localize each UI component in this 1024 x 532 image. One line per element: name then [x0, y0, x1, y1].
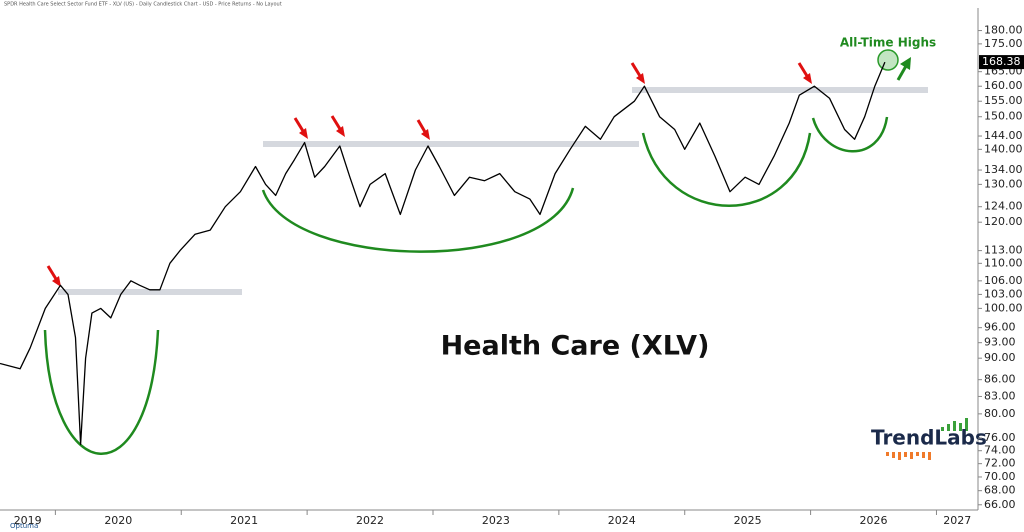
y-tick-label: 106.00 [984, 274, 1023, 287]
cup-curve [43, 329, 160, 455]
cup-curve [641, 132, 812, 207]
y-tick-label: 130.00 [984, 177, 1023, 190]
logo: TrendLabs [871, 426, 987, 450]
up-arrow [896, 57, 911, 81]
x-tick-label: 2020 [104, 514, 132, 527]
y-tick-label: 124.00 [984, 200, 1023, 213]
y-tick-label: 76.00 [984, 431, 1016, 444]
y-tick-label: 90.00 [984, 351, 1016, 364]
y-tick-label: 83.00 [984, 389, 1016, 402]
arrow [416, 119, 430, 140]
y-tick-label: 120.00 [984, 215, 1023, 228]
chart-header: SPDR Health Care Select Sector Fund ETF … [4, 2, 282, 8]
y-tick-label: 72.00 [984, 457, 1016, 470]
arrow [797, 62, 812, 84]
y-tick-label: 180.00 [984, 24, 1023, 37]
logo-bars [886, 418, 968, 460]
x-tick-label: 2023 [482, 514, 510, 527]
y-tick-label: 150.00 [984, 110, 1023, 123]
y-tick-label: 68.00 [984, 484, 1016, 497]
price-line [0, 61, 886, 446]
resistance-band [632, 87, 928, 93]
y-tick-label: 100.00 [984, 301, 1023, 314]
arrow [46, 265, 61, 287]
y-tick-label: 110.00 [984, 256, 1023, 269]
annotation: All-Time Highs [840, 36, 936, 50]
y-tick-label: 140.00 [984, 142, 1023, 155]
chart-title: Health Care (XLV) [441, 331, 710, 362]
cup-curve [811, 116, 889, 153]
x-tick-label: 2025 [734, 514, 762, 527]
arrow [330, 115, 345, 137]
y-tick-label: 66.00 [984, 498, 1016, 511]
y-tick-label: 113.00 [984, 244, 1023, 257]
y-tick-label: 96.00 [984, 321, 1016, 334]
arrow [293, 117, 308, 139]
source: Optuma [10, 522, 38, 530]
arrow [630, 62, 645, 84]
y-tick-label: 144.00 [984, 129, 1023, 142]
x-tick-label: 2027 [943, 514, 971, 527]
resistance-band [58, 289, 242, 295]
y-tick-label: 103.00 [984, 287, 1023, 300]
x-tick-label: 2024 [608, 514, 636, 527]
y-tick-label: 93.00 [984, 336, 1016, 349]
x-tick-label: 2026 [860, 514, 888, 527]
y-tick-label: 80.00 [984, 407, 1016, 420]
price-label: 168.38 [982, 55, 1021, 68]
high-marker [877, 49, 899, 71]
y-tick-label: 134.00 [984, 163, 1023, 176]
cup-curve [261, 187, 575, 253]
x-tick-label: 2019 [14, 514, 42, 527]
y-tick-label: 155.00 [984, 94, 1023, 107]
peak-arrows [46, 62, 812, 287]
y-tick-label: 86.00 [984, 373, 1016, 386]
x-tick-label: 2022 [356, 514, 384, 527]
y-tick-label: 70.00 [984, 470, 1016, 483]
y-tick-label: 160.00 [984, 79, 1023, 92]
y-tick-label: 74.00 [984, 444, 1016, 457]
price-label-box [979, 55, 1024, 70]
base-curves [43, 116, 889, 455]
x-tick-label: 2021 [230, 514, 258, 527]
y-tick-label: 175.00 [984, 37, 1023, 50]
resistance-band [263, 141, 639, 147]
